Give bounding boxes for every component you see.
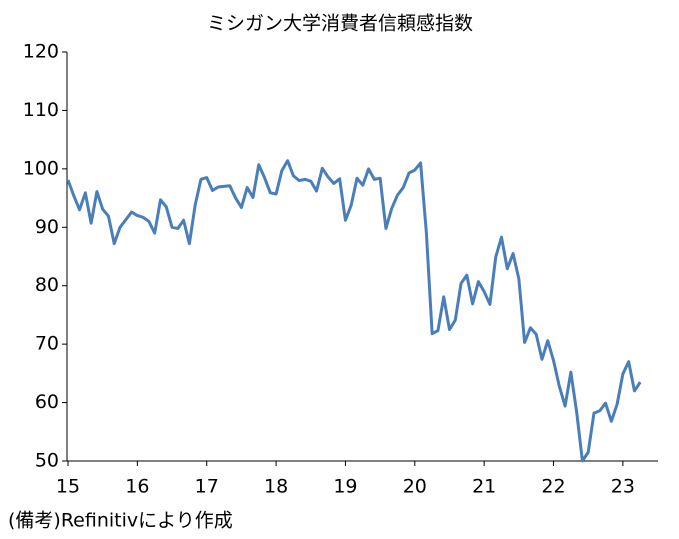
source-note: (備考)Refinitivにより作成 — [8, 510, 233, 532]
y-tick-label: 100 — [23, 157, 59, 179]
x-tick-label: 16 — [125, 476, 149, 498]
x-tick-label: 21 — [472, 476, 496, 498]
y-tick-label: 70 — [35, 333, 59, 355]
x-tick-label: 22 — [541, 476, 565, 498]
y-tick-label: 90 — [35, 216, 59, 238]
x-tick-label: 18 — [264, 476, 288, 498]
x-tick-label: 20 — [403, 476, 427, 498]
y-tick-label: 120 — [23, 41, 59, 63]
chart-title: ミシガン大学消費者信頼感指数 — [207, 13, 473, 35]
data-line — [66, 159, 642, 463]
x-tick-label: 15 — [56, 476, 80, 498]
y-tick-label: 60 — [35, 391, 59, 413]
y-tick-label: 80 — [35, 274, 59, 296]
x-tick-label: 17 — [195, 476, 219, 498]
x-tick-label: 23 — [611, 476, 635, 498]
y-tick-label: 50 — [35, 450, 59, 472]
x-tick-label: 19 — [333, 476, 357, 498]
y-tick-label: 110 — [23, 99, 59, 121]
